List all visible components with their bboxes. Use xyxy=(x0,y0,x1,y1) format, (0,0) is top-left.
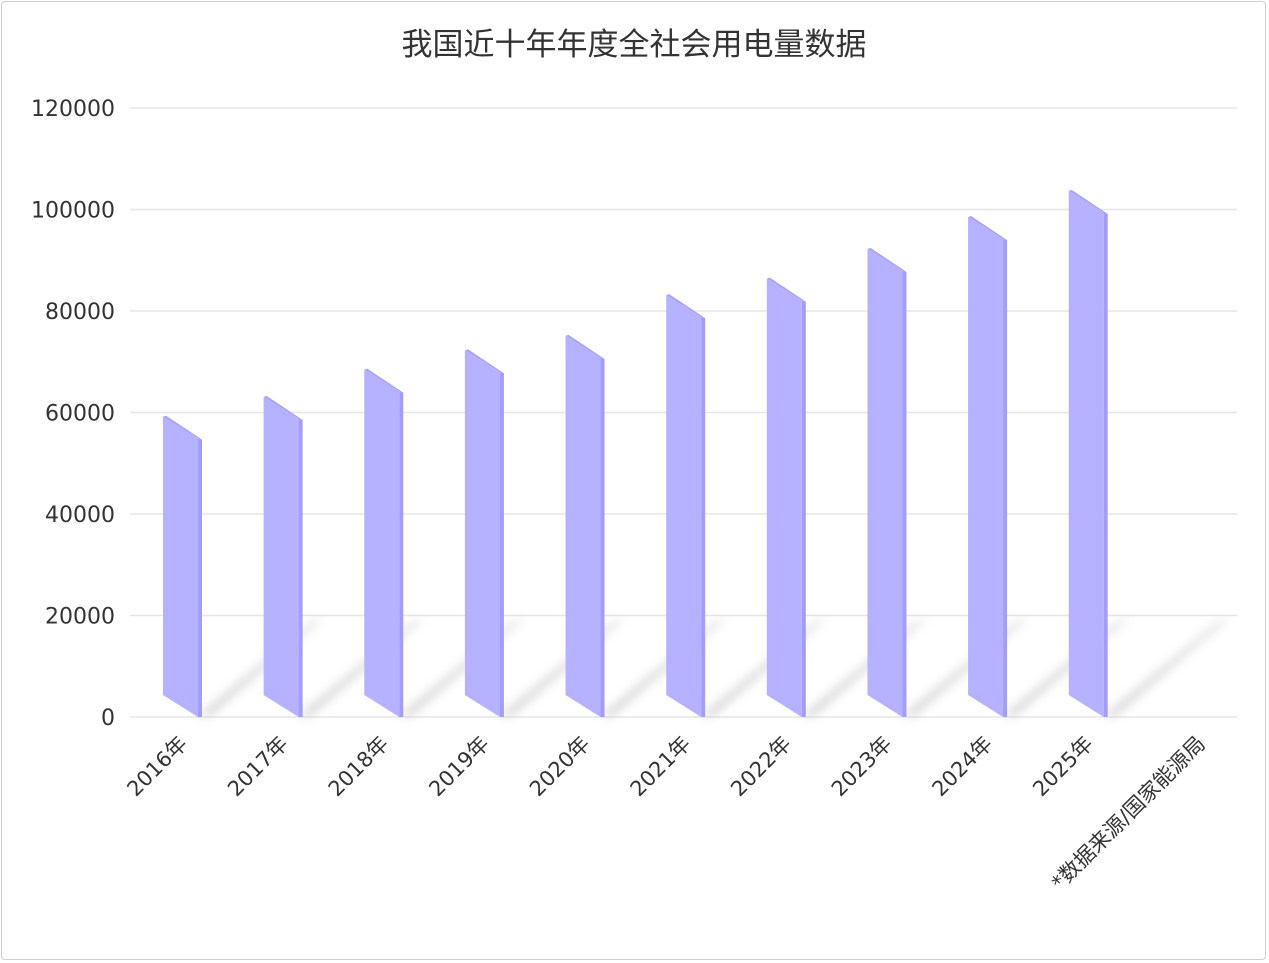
x-tick-label: 2025年 xyxy=(1028,732,1098,802)
y-tick-label: 100000 xyxy=(31,199,115,224)
bar-2025年 xyxy=(1068,189,1108,717)
bar-2019年 xyxy=(464,349,504,717)
bar-top xyxy=(766,277,806,302)
bar-2022年 xyxy=(766,277,806,717)
bar-side xyxy=(399,391,404,717)
x-tick-label: 2016年 xyxy=(122,732,192,802)
bar-side xyxy=(600,357,605,717)
bar-front xyxy=(263,396,299,717)
bar-front xyxy=(163,416,198,717)
bar-2018年 xyxy=(364,368,404,717)
bar-2021年 xyxy=(666,294,706,717)
bar-top xyxy=(867,247,907,272)
chart-title: 我国近十年年度全社会用电量数据 xyxy=(402,27,867,63)
bar-shadow xyxy=(801,617,927,717)
bar-side xyxy=(1003,239,1008,717)
bar-front xyxy=(464,350,500,717)
bar-shadow xyxy=(902,617,1028,717)
bar-shadow xyxy=(701,617,827,717)
y-tick-label: 120000 xyxy=(31,97,115,122)
bar-top xyxy=(1068,189,1108,214)
bar-top xyxy=(163,415,202,440)
bar-front xyxy=(867,248,903,717)
bar-front xyxy=(666,295,702,717)
x-tick-label: 2024年 xyxy=(928,732,998,802)
bar-top xyxy=(464,349,504,374)
bar-side xyxy=(499,372,504,717)
bar-top xyxy=(968,216,1008,241)
y-tick-label: 20000 xyxy=(45,605,115,630)
bar-2017年 xyxy=(263,395,303,717)
bar-shadow xyxy=(499,617,625,717)
bar-top xyxy=(364,368,404,393)
bar-side xyxy=(801,300,806,717)
x-tick-label: 2023年 xyxy=(827,732,897,802)
bar-2024年 xyxy=(968,216,1008,717)
x-tick-label: 2020年 xyxy=(525,732,595,802)
bar-side xyxy=(1103,212,1108,717)
bar-top xyxy=(565,334,605,359)
x-tick-label: 2019年 xyxy=(424,732,494,802)
x-tick-label: 2022年 xyxy=(726,732,796,802)
bar-front xyxy=(364,369,400,717)
bar-top xyxy=(666,294,706,319)
bar-top xyxy=(263,395,303,420)
bar-front xyxy=(766,278,802,717)
bar-shadow xyxy=(298,617,424,717)
bar-side xyxy=(701,317,706,717)
bar-2020年 xyxy=(565,334,605,717)
bar-front xyxy=(565,335,601,717)
bar-2016年 xyxy=(163,415,202,717)
x-tick-label: 2021年 xyxy=(626,732,696,802)
x-tick-label: 2018年 xyxy=(324,732,394,802)
bar-shadow xyxy=(1103,617,1229,717)
bar-shadow xyxy=(1003,617,1129,717)
y-tick-label: 40000 xyxy=(45,503,115,528)
bar-side xyxy=(902,270,907,717)
bar-shadow xyxy=(198,617,323,717)
y-tick-label: 0 xyxy=(101,706,115,731)
bar-side xyxy=(298,418,303,717)
bar-front xyxy=(1068,190,1104,717)
bar-2023年 xyxy=(867,247,907,717)
bar-side xyxy=(198,438,202,717)
y-tick-label: 60000 xyxy=(45,402,115,427)
x-tick-label: 2017年 xyxy=(223,732,293,802)
bar-shadow xyxy=(399,617,525,717)
bar-shadow xyxy=(600,617,726,717)
y-tick-label: 80000 xyxy=(45,300,115,325)
bar-front xyxy=(968,217,1004,717)
